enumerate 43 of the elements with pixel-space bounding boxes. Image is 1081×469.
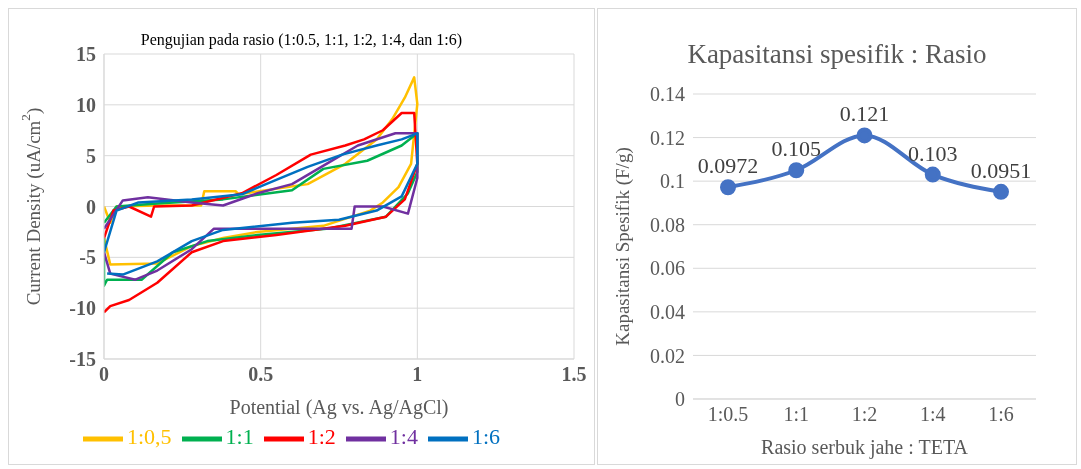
data-label: 0.105 — [771, 136, 821, 162]
y-axis-title: Kapasitansi Spesifik (F/g) — [611, 147, 634, 346]
y-tick-label: 0.06 — [650, 257, 685, 280]
y-tick-label: 0.12 — [650, 126, 685, 149]
y-tick-label: 10 — [76, 93, 96, 116]
legend-label: 1:2 — [307, 424, 336, 450]
data-label: 0.121 — [839, 101, 890, 127]
legend-label: 1:4 — [389, 424, 418, 450]
y-tick-label: 0 — [675, 388, 685, 411]
legend-label: 1:1 — [225, 424, 254, 450]
x-axis-title: Rasio serbuk jahe : TETA — [761, 436, 969, 459]
legend-label: 1:6 — [471, 424, 501, 450]
y-tick-label: -5 — [79, 246, 96, 269]
legend-label: 1:0,5 — [126, 424, 172, 450]
x-axis-title: Potential (Ag vs. Ag/AgCl) — [229, 396, 449, 419]
y-tick-label: 0.02 — [650, 344, 685, 367]
x-tick-label: 1:0.5 — [707, 403, 749, 426]
y-tick-label: 0 — [86, 195, 96, 218]
point — [993, 183, 1009, 200]
data-label: 0.103 — [908, 140, 958, 166]
x-tick-label: 1:6 — [988, 403, 1014, 426]
y-tick-label: 5 — [86, 144, 96, 167]
x-tick-label: 1:4 — [919, 403, 946, 426]
y-tick-label: 0.08 — [650, 213, 685, 236]
x-tick-label: 1:2 — [851, 403, 878, 426]
y-tick-label: 0.14 — [650, 83, 685, 106]
chart-title: Pengujian pada rasio (1:0.5, 1:1, 1:2, 1:4, dan 1:6) — [140, 31, 463, 48]
x-tick-label: 1 — [412, 363, 423, 386]
chart-title: Kapasitansi spesifik : Rasio — [686, 39, 988, 70]
x-tick-label: 1:1 — [783, 403, 810, 426]
x-tick-label: 0.5 — [248, 363, 274, 386]
data-label: 0.0972 — [697, 153, 759, 179]
point — [924, 166, 941, 183]
point — [856, 127, 873, 144]
y-tick-label: 0.04 — [650, 300, 685, 323]
y-tick-label: -15 — [69, 348, 96, 371]
y-tick-label: -10 — [69, 297, 96, 320]
y-tick-label: 0.1 — [660, 170, 685, 193]
y-tick-label: 15 — [76, 43, 96, 66]
point — [788, 162, 805, 179]
point — [720, 179, 736, 196]
data-label: 0.0951 — [970, 157, 1032, 183]
x-tick-label: 1.5 — [561, 363, 587, 386]
